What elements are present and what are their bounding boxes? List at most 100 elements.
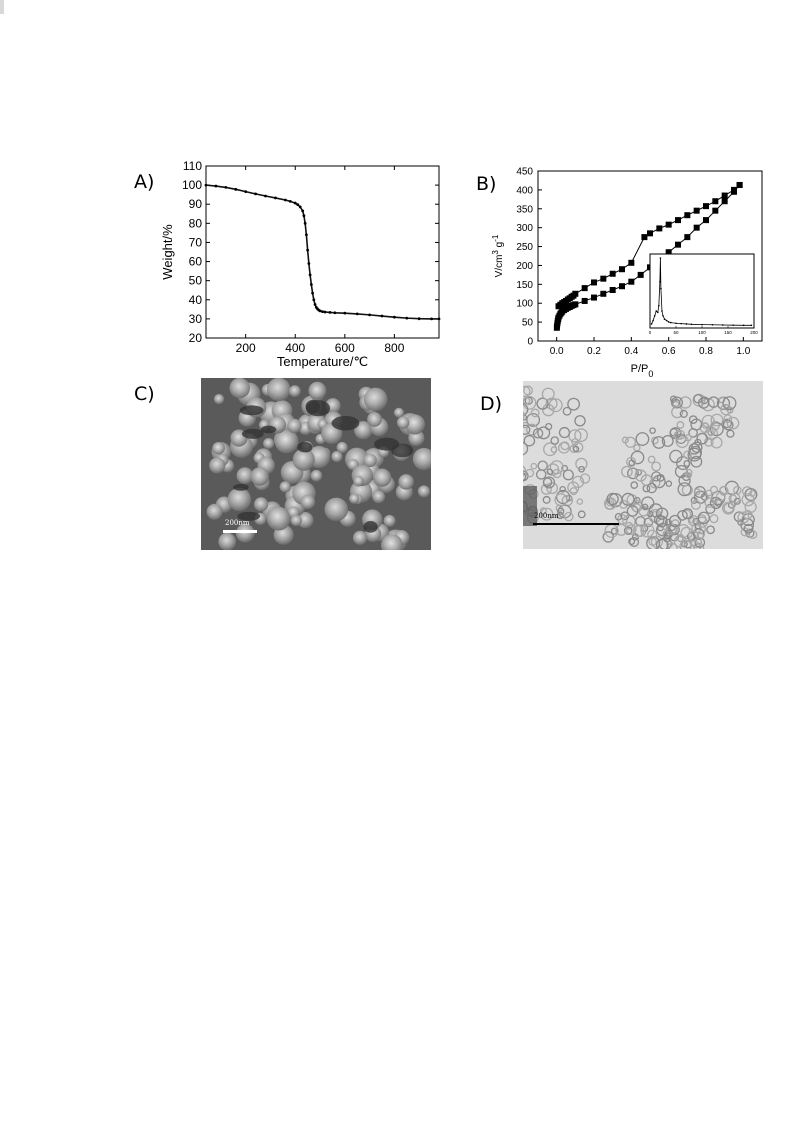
tem-particle bbox=[705, 489, 713, 497]
y-tick-label: 100 bbox=[516, 299, 533, 310]
tem-particle bbox=[615, 523, 628, 536]
y-tick-label: 100 bbox=[182, 178, 202, 192]
tem-particle bbox=[523, 403, 529, 416]
desorption-point bbox=[684, 212, 691, 219]
x-axis-label: Temperature/℃ bbox=[277, 354, 368, 369]
particle bbox=[367, 411, 382, 427]
particle bbox=[297, 511, 314, 529]
y-tick-label: 50 bbox=[189, 274, 203, 288]
panel-label-c: C) bbox=[134, 383, 155, 405]
tem-particle bbox=[523, 396, 531, 405]
tem-particle bbox=[704, 497, 715, 508]
tem-particle bbox=[536, 397, 549, 410]
tem-particle bbox=[742, 509, 753, 520]
particle bbox=[363, 453, 377, 468]
tem-scale-bar bbox=[533, 523, 619, 525]
inset-point bbox=[662, 315, 664, 317]
data-point bbox=[288, 199, 292, 203]
tem-particle bbox=[523, 421, 529, 429]
data-point bbox=[318, 309, 322, 313]
desorption-point bbox=[731, 186, 737, 193]
data-point bbox=[293, 201, 297, 205]
particle bbox=[404, 414, 426, 435]
tem-particle bbox=[578, 465, 585, 473]
tem-particle bbox=[710, 436, 723, 449]
data-point bbox=[244, 190, 248, 194]
tem-particle bbox=[723, 414, 733, 424]
tem-particle bbox=[710, 413, 724, 427]
pore bbox=[305, 399, 321, 414]
particle bbox=[206, 503, 223, 520]
adsorption-point bbox=[637, 271, 644, 278]
inset-point bbox=[665, 319, 668, 322]
tem-particle bbox=[614, 512, 623, 521]
tem-particle bbox=[526, 423, 538, 436]
inset-point bbox=[685, 323, 688, 325]
tem-particle bbox=[665, 480, 673, 487]
particle bbox=[373, 468, 392, 487]
desorption-point bbox=[693, 207, 700, 214]
inset-point bbox=[675, 322, 677, 325]
pore bbox=[297, 442, 313, 453]
particle bbox=[236, 467, 254, 485]
particle bbox=[274, 429, 299, 454]
inset-point bbox=[732, 324, 734, 326]
desorption-point bbox=[555, 303, 562, 310]
data-point bbox=[274, 196, 277, 200]
y-tick-label: 110 bbox=[183, 159, 202, 173]
tem-particle bbox=[647, 529, 658, 540]
tem-particle bbox=[722, 396, 737, 411]
tem-particle bbox=[684, 434, 692, 442]
adsorption-point bbox=[665, 249, 672, 256]
y-axis-label: V/cm3 g-1 bbox=[491, 234, 505, 277]
inset-point bbox=[711, 323, 714, 326]
inset-point bbox=[670, 321, 672, 324]
tem-particle bbox=[574, 428, 588, 442]
isotherm-chart: 0 50 100 150 200 250 300 350 400 450 0.0 0.2 0.4 0.6 0… bbox=[491, 167, 763, 379]
tem-particle bbox=[665, 523, 678, 535]
desorption-point bbox=[703, 203, 709, 210]
y-tick-label: 90 bbox=[189, 197, 203, 211]
inset-x-tick-label: 200 bbox=[750, 330, 758, 335]
tem-particle bbox=[651, 436, 659, 445]
data-point bbox=[224, 186, 228, 189]
y-tick-label: 30 bbox=[189, 312, 203, 326]
plot-frame bbox=[537, 170, 763, 342]
data-point bbox=[296, 203, 300, 207]
tem-particle bbox=[641, 503, 649, 511]
tem-particle bbox=[694, 488, 701, 495]
particle bbox=[381, 534, 403, 550]
tem-particle bbox=[690, 499, 701, 510]
data-point bbox=[308, 273, 312, 277]
particle bbox=[417, 485, 431, 498]
tem-particle bbox=[706, 525, 715, 535]
particle bbox=[324, 497, 349, 522]
tem-particle bbox=[652, 436, 666, 449]
tem-particle bbox=[709, 422, 724, 437]
y-tick-label: 70 bbox=[189, 235, 203, 249]
tem-particle bbox=[737, 511, 750, 524]
y-tick-label: 20 bbox=[189, 331, 203, 345]
tem-particle bbox=[687, 530, 700, 542]
pore bbox=[363, 521, 378, 533]
tem-particle bbox=[562, 469, 574, 481]
panel-label-b: B) bbox=[476, 173, 497, 195]
pore bbox=[239, 405, 264, 416]
tem-particle bbox=[670, 396, 683, 409]
inset-point bbox=[667, 321, 670, 323]
tem-particle bbox=[532, 428, 544, 439]
tem-particle bbox=[621, 492, 635, 506]
tem-particle bbox=[743, 523, 754, 534]
tem-particle bbox=[709, 514, 719, 524]
data-point bbox=[405, 316, 409, 320]
tem-particle bbox=[523, 434, 536, 447]
tem-particle bbox=[707, 396, 720, 408]
tem-particle bbox=[559, 486, 566, 493]
x-tick-label: 800 bbox=[384, 341, 404, 355]
particle bbox=[393, 407, 404, 418]
x-tick-label: 600 bbox=[335, 341, 355, 355]
tem-particle bbox=[540, 483, 552, 495]
tem-micrograph: 200nm bbox=[523, 381, 763, 549]
data-point bbox=[307, 262, 311, 265]
data-point bbox=[313, 303, 317, 306]
